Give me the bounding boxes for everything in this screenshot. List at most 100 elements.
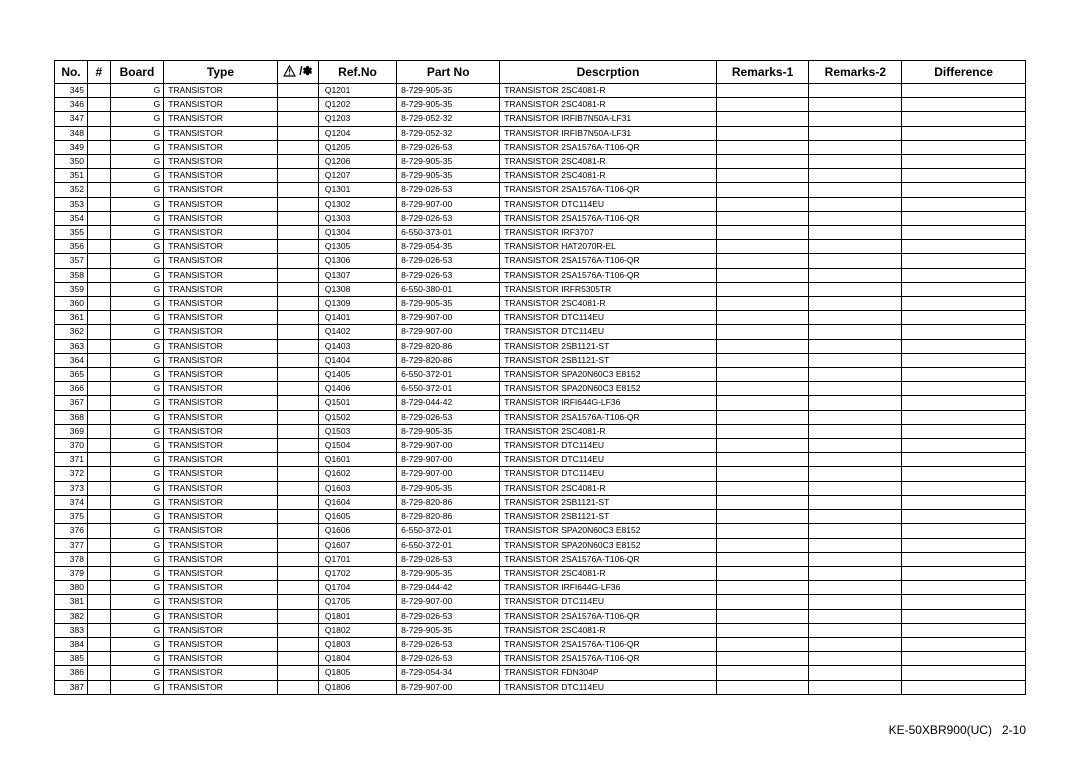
- cell-remarks2: [809, 311, 902, 325]
- cell-difference: [902, 481, 1026, 495]
- cell-no: 360: [55, 297, 88, 311]
- cell-warn: [277, 155, 318, 169]
- cell-hash: [87, 666, 110, 680]
- cell-ref: Q1805: [318, 666, 396, 680]
- cell-board: G: [110, 424, 164, 438]
- cell-remarks2: [809, 552, 902, 566]
- cell-remarks1: [716, 297, 809, 311]
- cell-difference: [902, 424, 1026, 438]
- cell-remarks2: [809, 637, 902, 651]
- cell-part: 8-729-026-53: [397, 552, 500, 566]
- table-row: 351GTRANSISTORQ12078-729-905-35TRANSISTO…: [55, 169, 1026, 183]
- cell-remarks2: [809, 609, 902, 623]
- page-footer: KE-50XBR900(UC) 2-10: [889, 723, 1026, 737]
- cell-board: G: [110, 240, 164, 254]
- cell-difference: [902, 609, 1026, 623]
- cell-desc: TRANSISTOR 2SC4081-R: [500, 623, 716, 637]
- cell-ref: Q1205: [318, 140, 396, 154]
- cell-part: 8-729-905-35: [397, 297, 500, 311]
- cell-hash: [87, 680, 110, 694]
- cell-warn: [277, 211, 318, 225]
- cell-part: 8-729-026-53: [397, 183, 500, 197]
- cell-remarks2: [809, 183, 902, 197]
- cell-no: 373: [55, 481, 88, 495]
- cell-board: G: [110, 666, 164, 680]
- table-row: 355GTRANSISTORQ13046-550-373-01TRANSISTO…: [55, 226, 1026, 240]
- cell-remarks2: [809, 226, 902, 240]
- cell-remarks2: [809, 595, 902, 609]
- cell-board: G: [110, 84, 164, 98]
- cell-hash: [87, 439, 110, 453]
- cell-remarks1: [716, 396, 809, 410]
- cell-board: G: [110, 396, 164, 410]
- table-row: 350GTRANSISTORQ12068-729-905-35TRANSISTO…: [55, 155, 1026, 169]
- cell-hash: [87, 566, 110, 580]
- cell-remarks1: [716, 240, 809, 254]
- table-row: 386GTRANSISTORQ18058-729-054-34TRANSISTO…: [55, 666, 1026, 680]
- cell-type: TRANSISTOR: [164, 623, 277, 637]
- cell-warn: [277, 510, 318, 524]
- col-board: Board: [110, 61, 164, 84]
- cell-remarks1: [716, 325, 809, 339]
- cell-desc: TRANSISTOR DTC114EU: [500, 197, 716, 211]
- table-row: 372GTRANSISTORQ16028-729-907-00TRANSISTO…: [55, 467, 1026, 481]
- cell-desc: TRANSISTOR DTC114EU: [500, 680, 716, 694]
- cell-part: 8-729-026-53: [397, 268, 500, 282]
- cell-hash: [87, 282, 110, 296]
- table-row: 384GTRANSISTORQ18038-729-026-53TRANSISTO…: [55, 637, 1026, 651]
- cell-desc: TRANSISTOR IRFIB7N50A-LF31: [500, 112, 716, 126]
- table-row: 387GTRANSISTORQ18068-729-907-00TRANSISTO…: [55, 680, 1026, 694]
- cell-ref: Q1308: [318, 282, 396, 296]
- cell-remarks1: [716, 637, 809, 651]
- cell-no: 381: [55, 595, 88, 609]
- cell-part: 6-550-372-01: [397, 368, 500, 382]
- cell-board: G: [110, 197, 164, 211]
- cell-board: G: [110, 481, 164, 495]
- cell-type: TRANSISTOR: [164, 211, 277, 225]
- cell-type: TRANSISTOR: [164, 566, 277, 580]
- cell-hash: [87, 240, 110, 254]
- cell-desc: TRANSISTOR 2SB1121-ST: [500, 353, 716, 367]
- cell-no: 353: [55, 197, 88, 211]
- cell-remarks1: [716, 566, 809, 580]
- cell-no: 379: [55, 566, 88, 580]
- cell-no: 368: [55, 410, 88, 424]
- cell-type: TRANSISTOR: [164, 282, 277, 296]
- cell-remarks1: [716, 652, 809, 666]
- cell-part: 8-729-905-35: [397, 623, 500, 637]
- cell-board: G: [110, 552, 164, 566]
- cell-remarks2: [809, 666, 902, 680]
- cell-ref: Q1804: [318, 652, 396, 666]
- cell-difference: [902, 652, 1026, 666]
- cell-difference: [902, 538, 1026, 552]
- cell-no: 382: [55, 609, 88, 623]
- cell-desc: TRANSISTOR 2SA1576A-T106-QR: [500, 410, 716, 424]
- cell-type: TRANSISTOR: [164, 240, 277, 254]
- cell-warn: [277, 581, 318, 595]
- cell-desc: TRANSISTOR DTC114EU: [500, 439, 716, 453]
- cell-hash: [87, 226, 110, 240]
- col-desc: Descrption: [500, 61, 716, 84]
- cell-board: G: [110, 311, 164, 325]
- cell-warn: [277, 453, 318, 467]
- cell-ref: Q1503: [318, 424, 396, 438]
- cell-no: 354: [55, 211, 88, 225]
- cell-desc: TRANSISTOR 2SC4081-R: [500, 84, 716, 98]
- cell-ref: Q1203: [318, 112, 396, 126]
- cell-type: TRANSISTOR: [164, 396, 277, 410]
- cell-type: TRANSISTOR: [164, 595, 277, 609]
- cell-ref: Q1204: [318, 126, 396, 140]
- cell-warn: [277, 566, 318, 580]
- cell-remarks2: [809, 424, 902, 438]
- cell-warn: [277, 84, 318, 98]
- cell-hash: [87, 453, 110, 467]
- cell-hash: [87, 510, 110, 524]
- cell-warn: [277, 424, 318, 438]
- cell-ref: Q1606: [318, 524, 396, 538]
- cell-remarks2: [809, 652, 902, 666]
- cell-desc: TRANSISTOR 2SA1576A-T106-QR: [500, 652, 716, 666]
- cell-remarks2: [809, 538, 902, 552]
- cell-remarks2: [809, 84, 902, 98]
- table-row: 382GTRANSISTORQ18018-729-026-53TRANSISTO…: [55, 609, 1026, 623]
- table-row: 357GTRANSISTORQ13068-729-026-53TRANSISTO…: [55, 254, 1026, 268]
